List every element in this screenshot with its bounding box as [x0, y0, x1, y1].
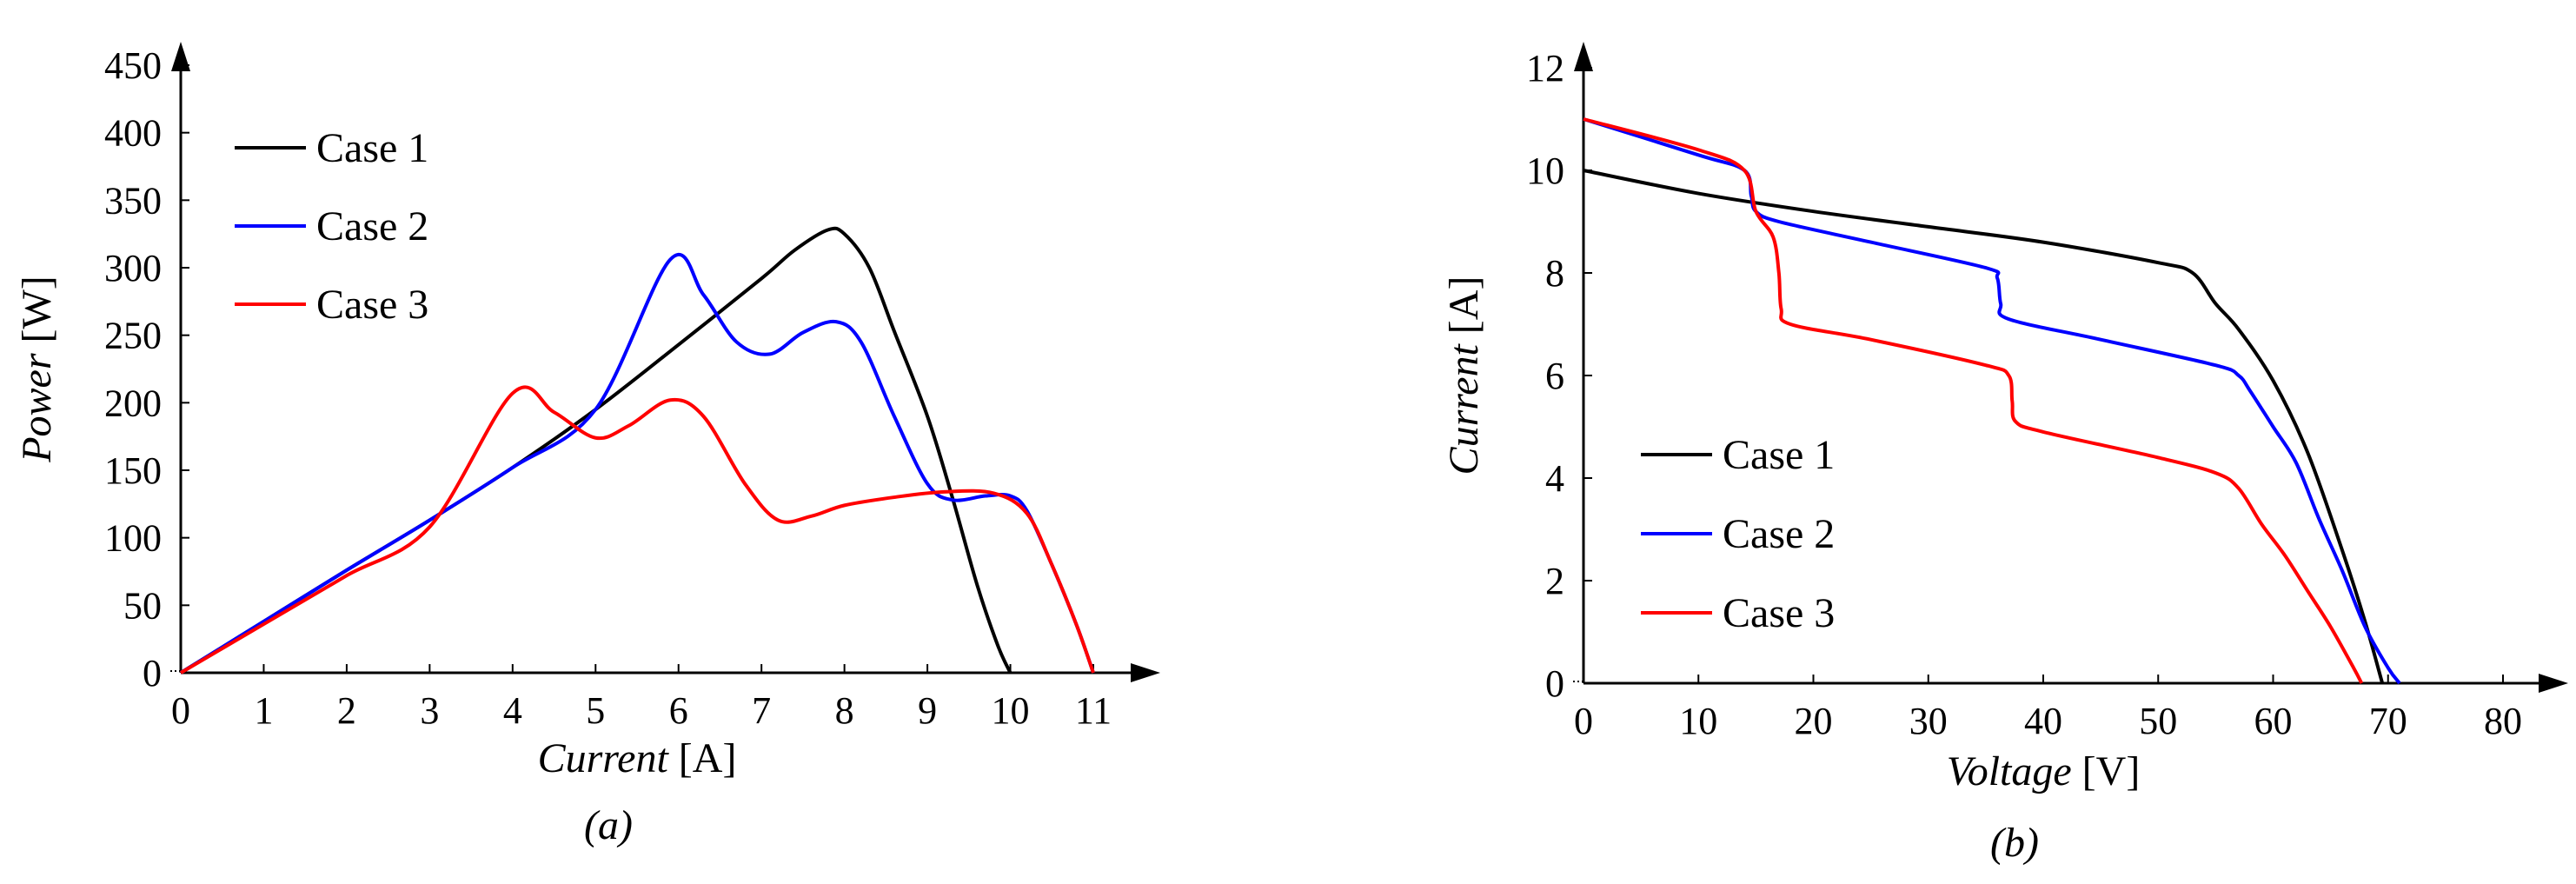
y-tick-label: 150 [104, 449, 162, 492]
y-tick-label: 12 [1526, 47, 1564, 90]
y-axis-label-unit: [W] [14, 276, 60, 353]
legend-label: Case 3 [316, 282, 428, 328]
y-tick-label: 0 [1545, 662, 1564, 705]
y-tick-label: 0 [143, 652, 162, 695]
x-tick-label: 8 [835, 689, 854, 732]
legend-label: Case 2 [316, 203, 428, 249]
y-tick-label: 10 [1526, 150, 1564, 192]
x-axis-label-name: Current [538, 735, 670, 781]
x-tick-label: 80 [2484, 700, 2522, 742]
y-tick-label: 200 [104, 382, 162, 424]
y-axis-label-name: Current [1441, 343, 1487, 475]
x-tick-label: 9 [918, 689, 937, 732]
x-tick-label: 60 [2254, 700, 2293, 742]
x-tick-label: 1 [254, 689, 273, 732]
y-tick-label: 4 [1545, 457, 1564, 500]
x-tick-label: 0 [171, 689, 190, 732]
legend-label: Case 2 [1723, 511, 1835, 557]
series-line-case-1 [1583, 169, 2385, 684]
series-line-case-3 [1583, 117, 2364, 684]
chart-caption: (b) [1990, 820, 2039, 866]
y-tick-label: 300 [104, 247, 162, 289]
legend-label: Case 1 [1723, 432, 1835, 478]
y-tick-label: 100 [104, 517, 162, 560]
x-tick-label: 5 [586, 689, 605, 732]
x-tick-label: 40 [2024, 700, 2062, 742]
y-axis-arrow [1574, 42, 1593, 71]
x-axis-label-unit: [V] [2072, 748, 2141, 794]
legend-label: Case 3 [1723, 590, 1835, 636]
y-axis-label: Current [A] [1441, 276, 1487, 475]
chart-a: 0 1 2 3 4 5 6 7 8 9 10 11 0 50 100 150 200 250 300 350 400 45… [14, 42, 1160, 848]
series-line-case-2 [179, 252, 1095, 675]
x-axis-label-name: Voltage [1947, 748, 2072, 794]
x-tick-label: 2 [337, 689, 356, 732]
x-axis-arrow [1131, 663, 1160, 682]
x-tick-label: 30 [1909, 700, 1948, 742]
x-tick-label: 4 [503, 689, 522, 732]
chart-b: 0 10 20 30 40 50 60 70 80 0 2 4 6 8 10 12 Case 1 Case 2 Ca… [1441, 42, 2568, 866]
chart-caption: (a) [584, 802, 633, 848]
x-tick-label: 11 [1075, 689, 1112, 732]
x-axis-label: Voltage [V] [1947, 748, 2141, 794]
y-axis-label-unit: [A] [1441, 276, 1487, 345]
x-tick-label: 70 [2369, 700, 2407, 742]
x-tick-label: 20 [1795, 700, 1833, 742]
y-tick-label: 6 [1545, 355, 1564, 397]
y-axis-label-name: Power [14, 353, 60, 463]
legend-label: Case 1 [316, 125, 428, 171]
x-tick-label: 7 [752, 689, 771, 732]
y-axis-label: Power [W] [14, 276, 60, 463]
x-axis-label: Current [A] [538, 735, 737, 781]
x-tick-label: 3 [420, 689, 439, 732]
series-line-case-3 [179, 385, 1095, 675]
y-tick-label: 2 [1545, 560, 1564, 602]
y-tick-label: 350 [104, 179, 162, 222]
y-tick-label: 250 [104, 315, 162, 357]
y-axis-arrow [171, 42, 190, 71]
x-tick-label: 6 [669, 689, 688, 732]
series-line-case-2 [1583, 117, 2401, 685]
y-tick-label: 400 [104, 112, 162, 155]
x-tick-label: 10 [992, 689, 1030, 732]
x-tick-label: 0 [1574, 700, 1593, 742]
x-tick-label: 50 [2139, 700, 2177, 742]
y-tick-label: 8 [1545, 252, 1564, 295]
series-line-case-1 [179, 226, 1012, 675]
y-tick-label: 50 [123, 584, 162, 627]
x-axis-arrow [2539, 674, 2568, 693]
x-axis-label-unit: [A] [668, 735, 737, 781]
y-tick-label: 450 [104, 44, 162, 87]
x-tick-label: 10 [1679, 700, 1717, 742]
